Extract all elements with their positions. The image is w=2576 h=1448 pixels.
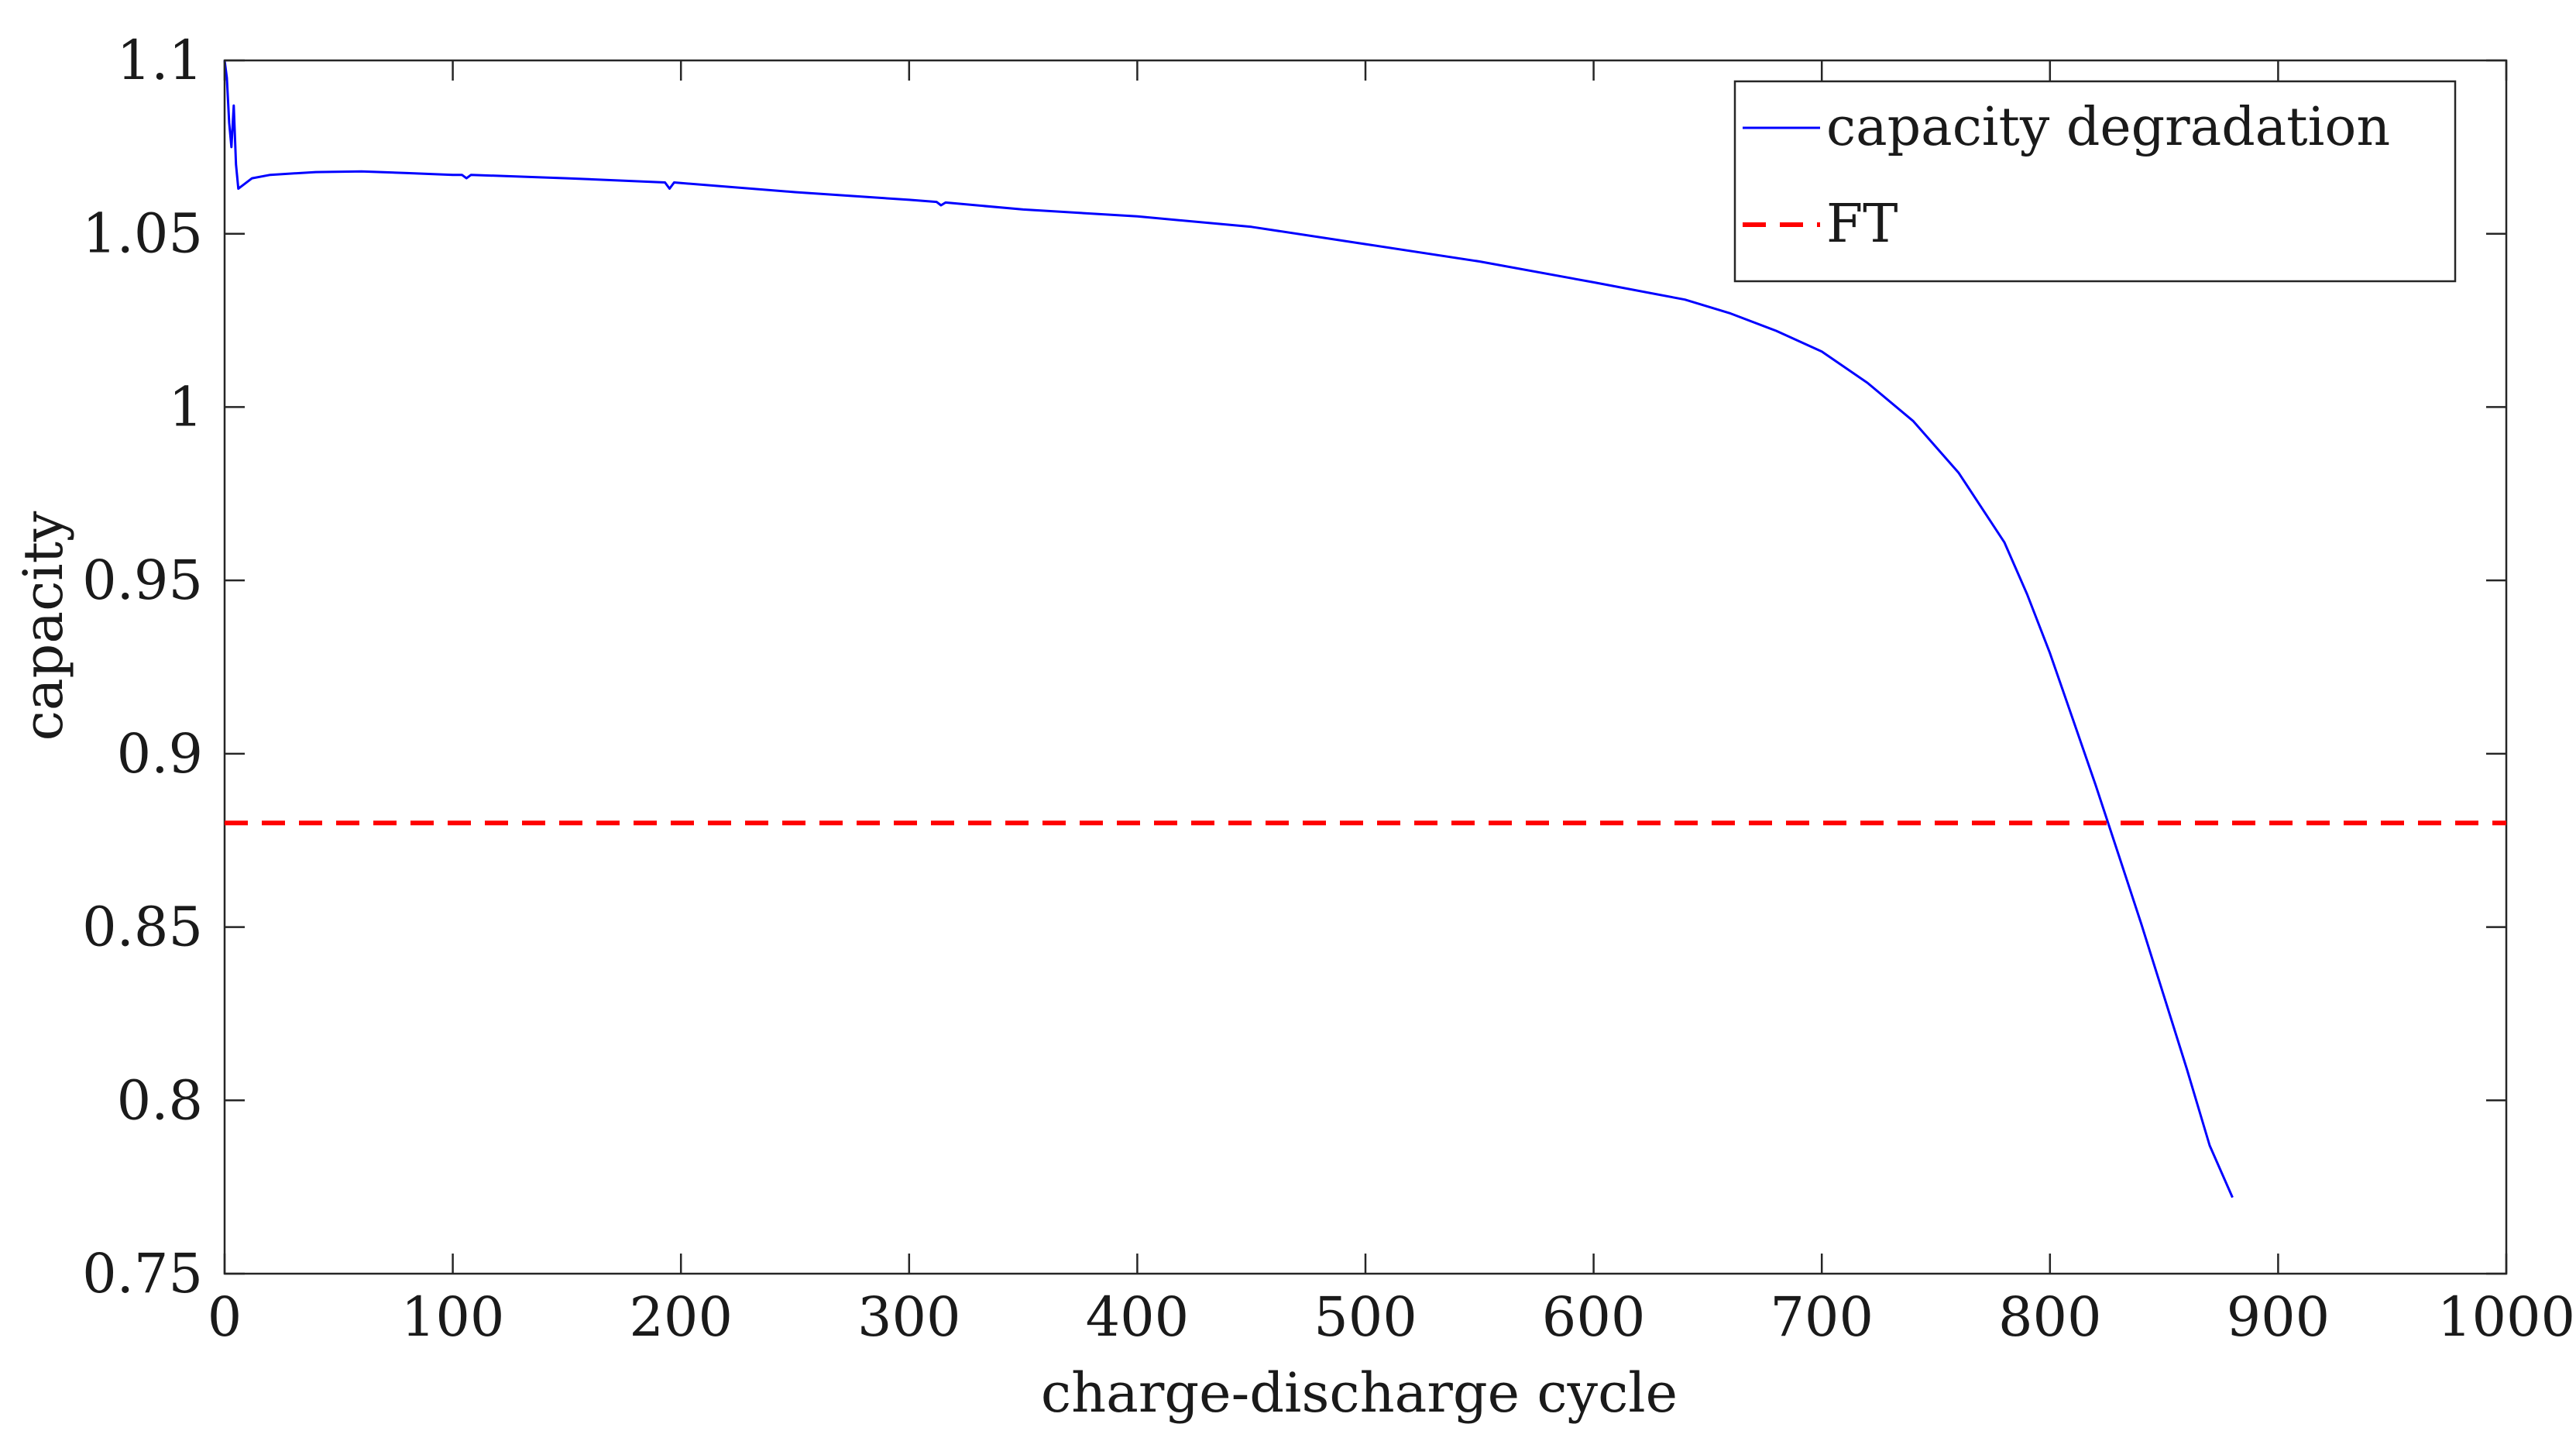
y-tick-label: 1.1	[117, 29, 203, 92]
x-axis-label: charge-discharge cycle	[1041, 1361, 1678, 1425]
legend-label-ft: FT	[1826, 194, 1898, 255]
y-tick-label: 0.8	[117, 1068, 203, 1132]
y-tick-label: 0.75	[82, 1242, 203, 1305]
y-tick-label: 0.85	[82, 896, 203, 959]
x-tick-label: 800	[1998, 1285, 2102, 1349]
x-tick-label: 300	[857, 1285, 961, 1349]
x-tick-label: 500	[1314, 1285, 1417, 1349]
x-tick-label: 0	[208, 1285, 242, 1349]
x-tick-label: 200	[629, 1285, 733, 1349]
tick-layer: 0 100 200 300 400 500 600 700 800 900 1000 0.75 0.8 0…	[82, 29, 2575, 1349]
legend-label-capacity-degradation: capacity degradation	[1826, 97, 2390, 158]
series-line-capacity-degradation	[223, 60, 2234, 1199]
x-tick-label: 600	[1542, 1285, 1646, 1349]
y-tick-label: 1.05	[82, 202, 203, 266]
y-tick-label: 1	[168, 375, 203, 439]
legend: capacity degradation FT	[1733, 80, 2457, 283]
series-layer	[223, 60, 2506, 1199]
legend-box	[1733, 80, 2457, 283]
plot-area: 0 100 200 300 400 500 600 700 800 900 1000 0.75 0.8 0…	[82, 29, 2575, 1349]
y-tick-label: 0.9	[117, 722, 203, 786]
x-tick-label: 700	[1770, 1285, 1874, 1349]
x-tick-label: 900	[2227, 1285, 2330, 1349]
y-tick-label: 0.95	[82, 549, 203, 612]
x-tick-label: 100	[401, 1285, 505, 1349]
y-axis-label: capacity	[12, 511, 75, 741]
x-tick-label: 400	[1086, 1285, 1190, 1349]
x-tick-label: 1000	[2437, 1285, 2575, 1349]
